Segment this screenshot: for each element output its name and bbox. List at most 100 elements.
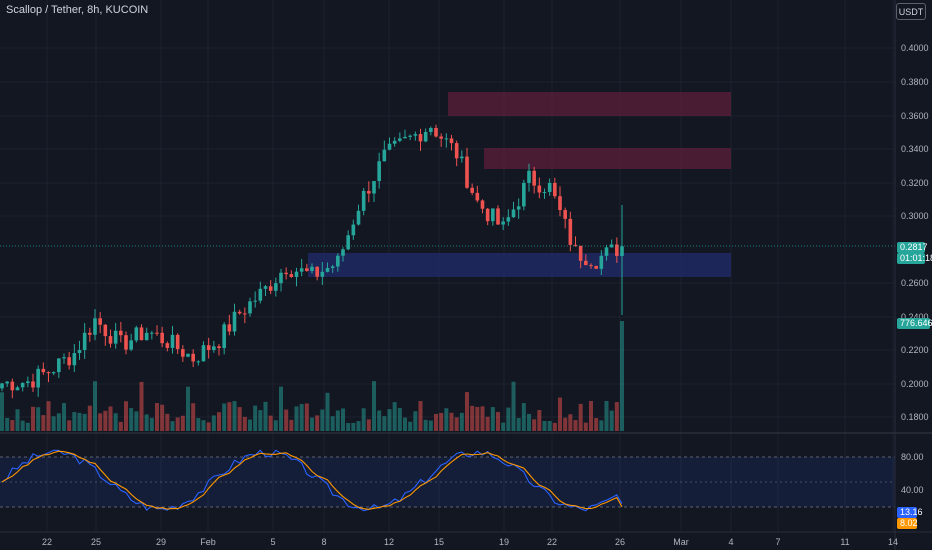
volume-bar [279, 386, 283, 431]
volume-bar [93, 381, 97, 431]
candle-body [542, 191, 547, 193]
volume-bar [480, 406, 485, 431]
volume-bar [614, 402, 619, 431]
candle-body [454, 143, 459, 159]
volume-bar [335, 410, 340, 431]
candle-body [356, 210, 361, 225]
time-tick-label: 11 [840, 537, 849, 547]
volume-bar [428, 420, 433, 431]
volume-bar [361, 408, 366, 431]
volume-bar [434, 413, 438, 431]
candle-body [139, 327, 144, 341]
candle-body [294, 271, 299, 277]
volume-bar [175, 417, 180, 431]
candle-body [232, 311, 237, 332]
candle-body [392, 140, 397, 144]
candle-body [165, 343, 170, 348]
price-tick-label: 0.4000 [901, 43, 929, 53]
volume-bar [10, 419, 15, 431]
symbol-title[interactable]: Scallop / Tether, 8h, KUCOIN [6, 4, 149, 16]
candle-body [155, 332, 159, 334]
price-tick-label: 0.2600 [901, 278, 929, 288]
volume-bar [568, 414, 573, 431]
candle-body [15, 387, 20, 391]
volume-bar [227, 402, 232, 431]
candle-body [594, 265, 598, 269]
volume-bar [20, 420, 25, 431]
volume-bar [41, 415, 46, 431]
candle-body [516, 206, 521, 210]
volume-bar [475, 406, 480, 431]
volume-bar [547, 421, 552, 431]
volume-bar [139, 381, 144, 431]
candle-body [93, 318, 97, 335]
last-price-tag: 0.2817 [897, 242, 928, 253]
volume-bar [620, 321, 624, 431]
volume-bar [186, 386, 190, 431]
volume-bar [25, 422, 30, 431]
volume-bar [315, 415, 320, 431]
price-tick-label: 0.3200 [901, 178, 929, 188]
candle-body [227, 324, 232, 332]
k-line [1, 449, 623, 512]
candle-body [465, 156, 469, 188]
candle-body [563, 210, 567, 219]
candle-body [119, 330, 123, 336]
candle-body [144, 332, 149, 341]
volume-bar [346, 422, 351, 431]
time-tick-label: Mar [673, 537, 689, 547]
candle-body [57, 358, 61, 373]
candle-body [573, 244, 578, 246]
candle-body [253, 300, 257, 302]
volume-bar [103, 410, 108, 431]
volume-bar [77, 412, 82, 431]
volume-bar [563, 417, 568, 431]
volume-bar [351, 422, 356, 431]
candle-body [299, 268, 304, 272]
candle-body [10, 381, 15, 391]
candle-body [46, 372, 51, 374]
volume-bar [521, 403, 526, 431]
candle-body [181, 349, 185, 357]
candle-body [274, 283, 278, 291]
supply-zone-upper [448, 92, 731, 116]
time-tick-label: 8 [321, 537, 326, 547]
volume-bar [423, 419, 428, 431]
volume-bar [129, 408, 134, 431]
volume-bar [191, 403, 196, 431]
volume-bar [304, 403, 309, 431]
volume-bar [387, 409, 392, 431]
candle-body [475, 192, 480, 201]
candle-body [31, 381, 35, 388]
time-tick-label: 4 [728, 537, 733, 547]
candle-body [88, 332, 92, 335]
candle-body [212, 346, 216, 350]
candles [0, 124, 624, 399]
volume-bar [217, 412, 221, 431]
candle-body [527, 170, 531, 183]
axes: 0.4000 0.3800 0.3600 0.3400 0.3200 0.3000 0.26… [42, 43, 929, 547]
time-tick-label: 12 [384, 537, 394, 547]
volume-bar [397, 408, 402, 431]
volume-bar [299, 403, 304, 431]
time-tick-label: 15 [434, 537, 444, 547]
volume-bar [72, 412, 77, 431]
volume-bar [454, 417, 459, 431]
volume-bar [253, 405, 258, 431]
volume-bar [108, 406, 113, 431]
oscillator [1, 449, 623, 512]
candle-body [206, 345, 211, 350]
demand-zone [308, 253, 731, 277]
volume-bar [248, 419, 252, 431]
candle-body [305, 268, 309, 271]
volume-bar [382, 416, 387, 431]
candle-body [186, 353, 190, 357]
volume-bar [201, 420, 206, 431]
time-tick-label: 5 [270, 537, 275, 547]
volume-bar [242, 416, 247, 431]
currency-button[interactable]: USDT [896, 3, 926, 20]
candle-body [418, 134, 423, 142]
bar-countdown-tag: 01:01:18 [897, 253, 932, 264]
